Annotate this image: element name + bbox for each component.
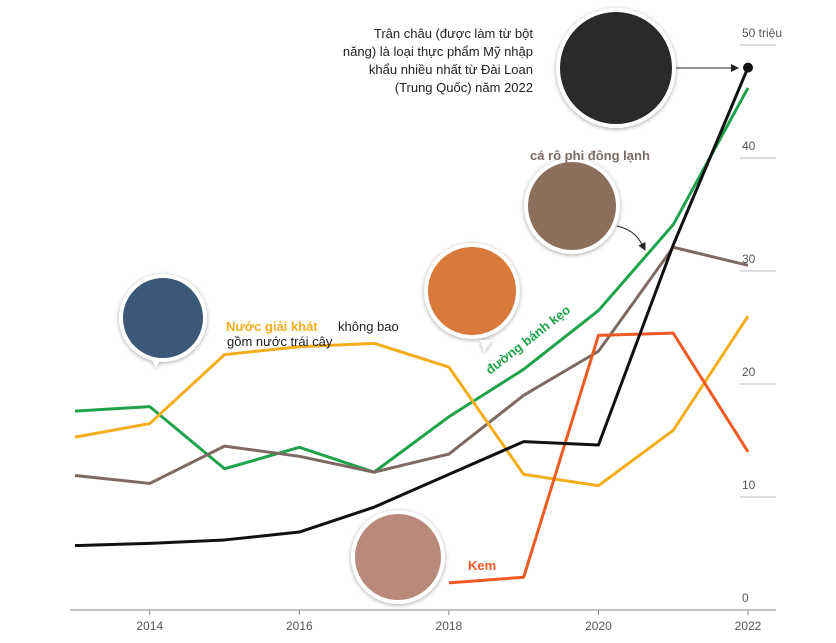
y-tick-label: 30: [742, 252, 756, 266]
series-line: [448, 331, 750, 585]
x-tick-label: 2016: [286, 619, 313, 633]
y-tick-label: 40: [742, 139, 756, 153]
series-line: [74, 315, 750, 488]
y-tick-label: 10: [742, 478, 756, 492]
annotation: khẩu nhiều nhất từ Đài Loan: [369, 62, 533, 77]
x-tick-label: 2018: [436, 619, 463, 633]
y-tick-label: 0: [742, 591, 749, 605]
series-label: Nước giải khát: [226, 319, 318, 334]
x-tick-label: 2022: [735, 619, 762, 633]
annotation: gồm nước trái cây: [227, 334, 333, 349]
series-label: Kem: [468, 558, 496, 573]
y-tick-label: 20: [742, 365, 756, 379]
annotation: năng) là loại thực phẩm Mỹ nhập: [343, 44, 533, 59]
annotation: không bao: [338, 319, 399, 334]
photos: [119, 8, 739, 604]
x-tick-label: 2014: [136, 619, 163, 633]
y-tick-label: 50 triệu: [742, 26, 782, 40]
series-line: [74, 67, 750, 548]
annotation: (Trung Quốc) năm 2022: [395, 80, 533, 95]
annotation: Trân châu (được làm từ bột: [374, 26, 534, 41]
series-line: [74, 245, 749, 485]
x-tick-label: 2020: [585, 619, 612, 633]
end-dot: [743, 62, 753, 73]
series-label: cá rô phi đông lạnh: [530, 148, 650, 163]
series-line: [74, 87, 750, 474]
